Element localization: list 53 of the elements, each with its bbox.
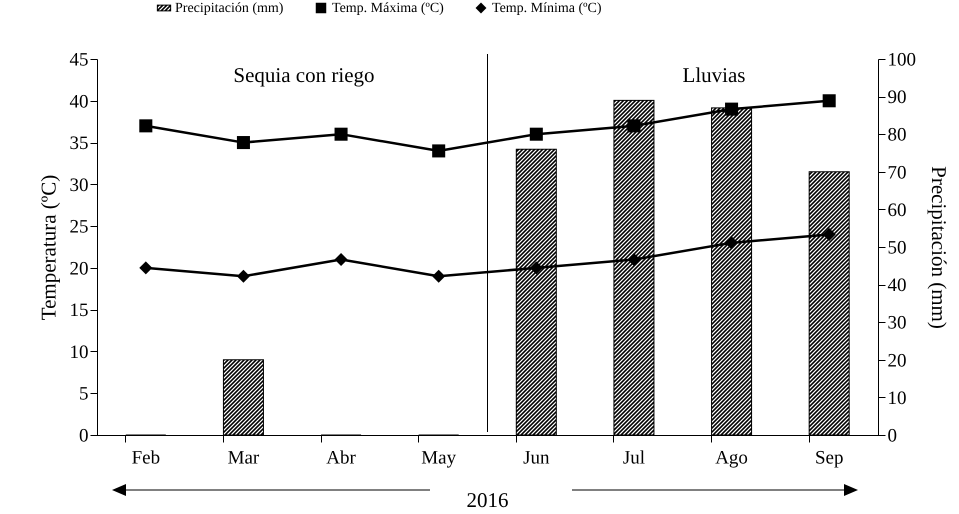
- y2-tick-label: 20: [888, 350, 906, 372]
- x-tick-label: May: [421, 448, 457, 468]
- y-tick-label: 10: [70, 342, 88, 363]
- y-tick-label: 35: [70, 133, 88, 154]
- x-tick-label: Jun: [523, 448, 550, 468]
- y-tick-label: 40: [70, 91, 88, 112]
- text: 2016: [466, 488, 508, 512]
- y-tick-label: 45: [70, 50, 88, 70]
- y2-tick-label: 30: [888, 312, 906, 334]
- y2-tick-label: 60: [888, 200, 906, 221]
- y-tick-label: 0: [79, 426, 88, 446]
- point: [627, 119, 640, 132]
- point: [334, 128, 348, 141]
- y2-tick-label: 40: [888, 275, 906, 296]
- point: [530, 128, 543, 141]
- y2-tick-label: 10: [888, 388, 906, 409]
- point: [822, 228, 836, 241]
- point: [236, 136, 250, 150]
- point: [236, 270, 250, 283]
- y-tick-label: 30: [70, 174, 88, 196]
- annotation: Lluvias: [682, 63, 746, 87]
- y2-tick-label: 90: [888, 87, 906, 108]
- y2-tick-label: 0: [888, 426, 897, 446]
- y-tick-label: 20: [70, 258, 88, 280]
- point: [822, 94, 836, 108]
- point: [432, 144, 446, 158]
- y-tick-label: 15: [70, 300, 88, 322]
- legend-label: Precipitación (mm): [175, 1, 284, 16]
- point: [139, 261, 152, 274]
- x-tick-label: Feb: [132, 448, 160, 468]
- point: [627, 253, 640, 266]
- point: [725, 102, 738, 116]
- y2-axis-title: Precipitación (mm): [927, 166, 951, 329]
- annotation: Sequia con riego: [233, 63, 375, 87]
- y2-tick-label: 80: [888, 124, 906, 146]
- x-tick-label: Mar: [228, 448, 260, 468]
- legend-label: Temp. Máxima (ºC): [332, 1, 444, 16]
- x-tick-label: Ago: [715, 448, 748, 468]
- x-tick-label: Abr: [326, 448, 356, 468]
- y-axis-title: Temperatura (ºC): [36, 174, 60, 320]
- point: [432, 270, 446, 283]
- y2-tick-label: 70: [888, 162, 906, 184]
- y-tick-label: 25: [70, 216, 88, 238]
- y2-tick-label: 50: [888, 238, 906, 258]
- point: [139, 119, 152, 132]
- legend-label: Temp. Mínima (ºC): [492, 1, 602, 16]
- point: [334, 253, 348, 266]
- point: [530, 261, 543, 274]
- y2-tick-label: 100: [888, 50, 916, 70]
- y-tick-label: 5: [79, 384, 88, 405]
- x-tick-label: Jul: [622, 448, 646, 468]
- x-tick-label: Sep: [814, 448, 844, 468]
- point: [725, 236, 738, 250]
